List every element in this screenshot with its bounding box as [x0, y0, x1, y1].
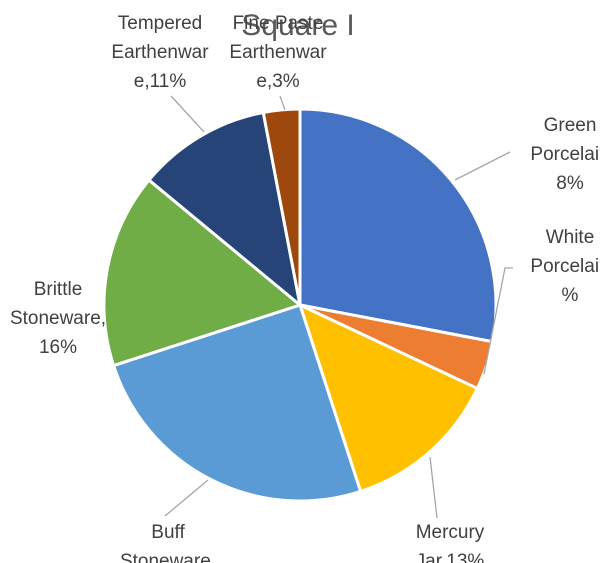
data-label-buff-stoneware: Buff Stoneware,	[120, 522, 216, 563]
data-label-line: %	[562, 285, 579, 306]
leader-line	[170, 95, 205, 133]
pie-slice-buff-stoneware	[111, 303, 363, 503]
leader-line	[454, 151, 511, 181]
data-label-line: e,3%	[256, 71, 299, 92]
leader-line	[429, 456, 438, 519]
pie-slice-green-porcelain	[298, 107, 498, 344]
leader-lines	[164, 95, 513, 519]
leader-line	[164, 479, 209, 517]
pie-slice-tempered-earthenware	[146, 110, 303, 309]
data-label-line: Fine Paste	[233, 13, 324, 34]
data-label-line: e,11%	[134, 71, 187, 92]
data-label-line: Porcelain	[530, 256, 600, 277]
data-label-line: Green	[544, 115, 597, 136]
data-label-green-porcelain: Green Porcelain 8%	[530, 115, 600, 194]
leader-line	[483, 267, 513, 375]
chart-title: Square I	[241, 9, 354, 42]
data-label-mercury-jar: Mercury Jar,13%	[416, 522, 485, 563]
data-labels: Green Porcelain 8% White Porcelain% Mercury Ja…	[10, 13, 600, 563]
data-label-brittle-stoneware: Brittle Stoneware, 16%	[10, 279, 106, 358]
data-label-line: 8%	[556, 173, 584, 194]
pie-slice-mercury-jar	[297, 302, 480, 494]
data-label-line: 16%	[39, 337, 77, 358]
data-label-line: Earthenwar	[111, 42, 209, 63]
pie-slices	[102, 107, 498, 503]
data-label-line: Tempered	[118, 13, 203, 34]
pie-slice-brittle-stoneware	[102, 177, 304, 368]
data-label-line: Brittle	[34, 279, 83, 300]
data-label-line: Earthenwar	[229, 42, 327, 63]
data-label-tempered-earthenware: Tempered Earthenwar e,11%	[111, 13, 209, 92]
data-label-line: Porcelain	[530, 144, 600, 165]
data-label-line: Stoneware,	[10, 308, 106, 329]
leader-line	[279, 95, 286, 111]
data-label-fine-paste-earthenware: Fine Paste Earthenwar e,3%	[229, 13, 327, 92]
data-label-line: Buff	[151, 522, 185, 543]
data-label-line: Jar,13%	[416, 551, 485, 563]
pie-slice-fine-paste-earthenware	[261, 107, 302, 306]
data-label-white-porcelain: White Porcelain%	[530, 227, 600, 306]
data-label-line: Mercury	[416, 522, 485, 543]
data-label-line: Stoneware,	[120, 551, 216, 563]
data-label-line: White	[546, 227, 595, 248]
